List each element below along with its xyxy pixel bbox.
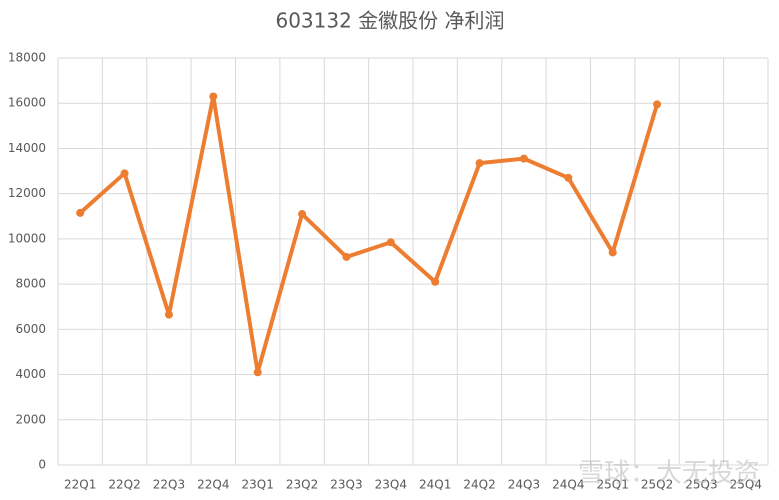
chart-title: 603132 金徽股份 净利润 bbox=[275, 9, 504, 33]
point bbox=[120, 169, 129, 178]
x-tick-label: 23Q2 bbox=[286, 478, 318, 492]
y-tick-label: 12000 bbox=[8, 186, 46, 200]
point bbox=[564, 173, 573, 182]
x-tick-label: 25Q3 bbox=[685, 478, 717, 492]
line bbox=[78, 94, 659, 375]
point bbox=[431, 277, 440, 286]
watermark: 雪球：大无投资 bbox=[578, 459, 760, 489]
point bbox=[298, 210, 307, 219]
x-tick-label: 25Q4 bbox=[730, 478, 762, 492]
y-tick-label: 6000 bbox=[15, 322, 46, 336]
point bbox=[608, 248, 617, 257]
x-tick-label: 25Q2 bbox=[641, 478, 673, 492]
point bbox=[519, 154, 528, 163]
y-tick-label: 4000 bbox=[15, 367, 46, 381]
x-tick-label: 23Q4 bbox=[375, 478, 407, 492]
y-tick-label: 2000 bbox=[15, 412, 46, 426]
y-tick-label: 18000 bbox=[8, 51, 46, 65]
x-tick-label: 22Q4 bbox=[197, 478, 229, 492]
x-tick-label: 25Q1 bbox=[597, 478, 629, 492]
point bbox=[253, 368, 262, 377]
x-tick-label: 24Q3 bbox=[508, 478, 540, 492]
x-tick-label: 24Q2 bbox=[463, 478, 495, 492]
y-tick-label: 10000 bbox=[8, 231, 46, 245]
point bbox=[475, 159, 484, 168]
point bbox=[76, 208, 85, 217]
y-tick-label: 0 bbox=[38, 458, 46, 472]
point bbox=[164, 310, 173, 319]
point bbox=[653, 100, 662, 109]
point bbox=[342, 252, 351, 261]
x-tick-label: 22Q1 bbox=[64, 478, 96, 492]
point bbox=[386, 238, 395, 247]
y-tick-label: 8000 bbox=[15, 277, 46, 291]
x-tick-label: 24Q4 bbox=[552, 478, 584, 492]
x-tick-label: 24Q1 bbox=[419, 478, 451, 492]
point bbox=[209, 92, 218, 101]
y-tick-label: 14000 bbox=[8, 141, 46, 155]
x-tick-label: 22Q3 bbox=[153, 478, 185, 492]
x-tick-label: 22Q2 bbox=[108, 478, 140, 492]
y-tick-label: 16000 bbox=[8, 96, 46, 110]
x-tick-label: 23Q3 bbox=[330, 478, 362, 492]
x-tick-label: 23Q1 bbox=[242, 478, 274, 492]
